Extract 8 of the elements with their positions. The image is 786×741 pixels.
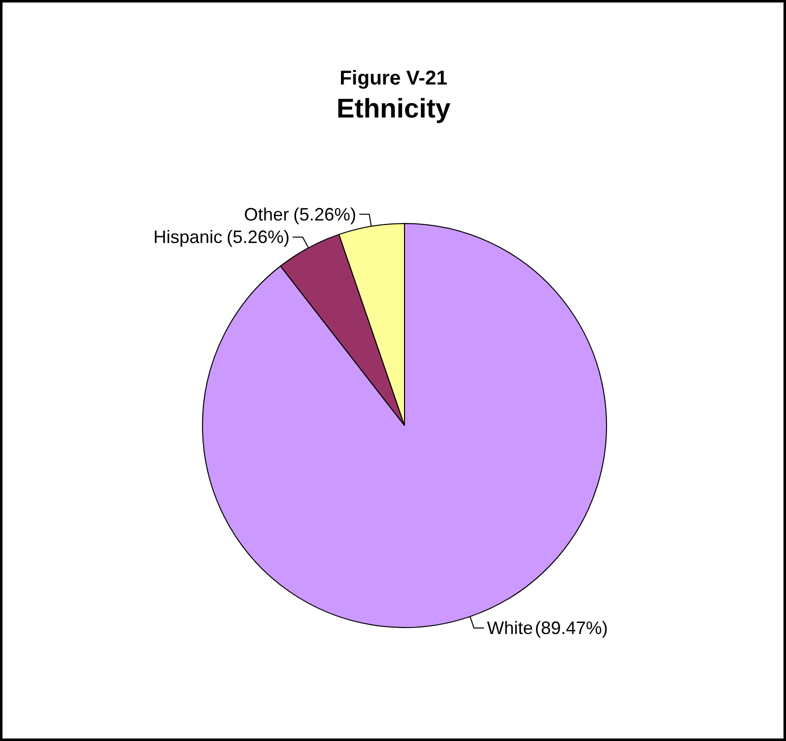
- slice-label: White: [486, 618, 534, 638]
- data-label: (89.47%): [534, 618, 608, 638]
- data-label: (5.26%): [293, 204, 356, 224]
- slice-label: Hispanic: [153, 227, 222, 248]
- chart-title: Ethnicity: [336, 94, 451, 124]
- chart-subtitle: Figure V-21: [340, 68, 448, 90]
- data-label: (5.26%): [226, 227, 290, 248]
- slice-label: Other: [244, 204, 290, 224]
